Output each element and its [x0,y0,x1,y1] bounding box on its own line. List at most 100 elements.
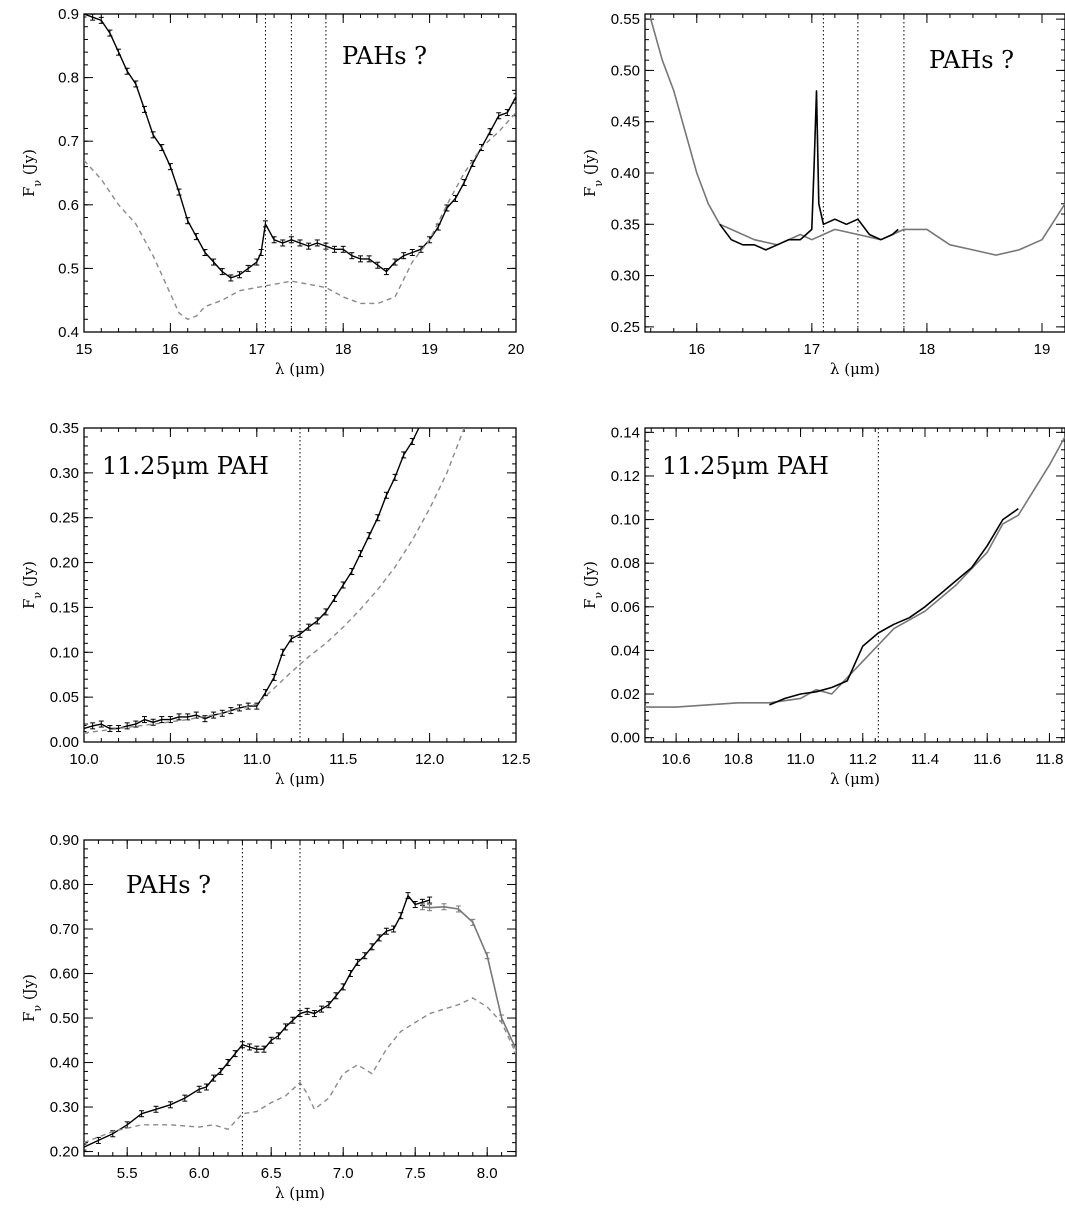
y-tick-label: 0.14 [611,424,640,441]
x-tick-label: 11.5 [329,751,357,768]
x-tick-label: 5.5 [117,1165,138,1182]
y-tick-label: 0.25 [611,319,640,336]
x-tick-label: 18 [335,341,352,358]
series-line-2 [84,428,465,734]
y-tick-label: 0.50 [611,62,640,79]
x-tick-label: 7.0 [333,1165,354,1182]
y-axis-label: Fν (Jy) [20,561,44,609]
x-tick-label: 18 [919,341,936,358]
y-tick-label: 0.60 [50,966,79,983]
y-tick-label: 0.00 [50,734,79,751]
x-tick-label: 17 [248,341,265,358]
x-tick-label: 8.0 [477,1165,498,1182]
y-axis-label-subscript: ν [31,592,44,599]
y-axis-label-subscript: ν [31,1005,44,1012]
y-tick-label: 0.08 [611,555,640,572]
annotation-label: 11.25μm PAH [102,452,269,480]
x-tick-label: 11.0 [243,751,271,768]
y-tick-label: 0.6 [58,197,79,214]
annotation-label: PAHs ? [342,42,427,70]
x-axis-label: λ (μm) [830,770,880,788]
data-layer [84,892,516,1151]
y-axis-label-subscript: ν [31,180,44,187]
x-tick-label: 19 [1034,341,1051,358]
y-tick-label: 0.00 [611,730,640,747]
y-tick-label: 0.04 [611,642,640,659]
y-tick-label: 0.20 [50,1144,79,1161]
x-tick-label: 12.5 [501,751,530,768]
y-tick-label: 0.10 [50,644,79,661]
x-tick-label: 11.4 [911,751,939,768]
data-layer [645,436,1065,708]
data-layer [84,428,465,734]
y-axis-label: Fν (Jy) [581,149,605,197]
y-tick-label: 0.45 [611,114,640,131]
y-tick-label: 0.10 [611,512,640,529]
y-tick-label: 0.30 [50,465,79,482]
data-layer [650,18,1065,256]
y-tick-label: 0.9 [58,6,79,23]
annotation-label: PAHs ? [929,46,1014,74]
y-tick-label: 0.35 [50,420,79,437]
y-tick-label: 0.30 [50,1099,79,1116]
y-tick-label: 0.12 [611,468,640,485]
x-tick-label: 6.0 [189,1165,210,1182]
series-line-3 [84,997,516,1144]
series-line-2 [769,508,1019,706]
chart-panel-3: 10.0 10.5 11.0 11.5 12.0 12.5 0.00 0.05 0.10 0.15… [20,420,531,788]
chart-panel-2: 16 17 18 19 0.25 0.30 0.35 0.40 0.45 0.50 0.55 λ (μ… [581,11,1065,378]
x-tick-label: 17 [804,341,821,358]
x-tick-label: 7.5 [405,1165,426,1182]
x-tick-label: 6.5 [261,1165,282,1182]
data-layer [84,14,516,320]
x-tick-label: 11.2 [849,751,877,768]
x-tick-label: 11.0 [787,751,815,768]
x-tick-label: 15 [76,341,93,358]
y-tick-label: 0.50 [50,1010,79,1027]
x-tick-label: 19 [421,341,438,358]
y-tick-label: 0.25 [50,510,79,527]
x-tick-label: 11.8 [1035,751,1063,768]
y-tick-label: 0.15 [50,599,79,616]
y-tick-label: 0.02 [611,686,640,703]
series-line-1 [84,428,420,730]
y-tick-label: 0.4 [58,324,79,341]
chart-panel-1: 15 16 17 18 19 20 0.4 0.5 0.6 0.7 0.8 0.9 λ (μm) Fν (… [20,6,524,378]
x-axis-label: λ (μm) [275,360,325,378]
x-tick-label: 20 [508,341,525,358]
annotation-label: PAHs ? [126,871,211,899]
x-tick-label: 16 [162,341,179,358]
plot-frame [83,13,517,333]
y-axis-label: Fν (Jy) [20,974,44,1022]
x-tick-label: 10.5 [156,751,185,768]
annotation-label: 11.25μm PAH [662,452,829,480]
y-tick-label: 0.20 [50,555,79,572]
y-axis-label-subscript: ν [592,180,605,187]
y-tick-label: 0.7 [58,133,79,150]
y-axis-label: Fν (Jy) [20,149,44,197]
x-axis-label: λ (μm) [275,770,325,788]
x-tick-label: 10.0 [69,751,98,768]
y-tick-label: 0.70 [50,921,79,938]
series-line-1 [650,18,1065,256]
x-tick-label: 10.6 [662,751,691,768]
y-tick-label: 0.5 [58,260,79,277]
series-line-1 [84,14,516,279]
series-line-1 [84,894,430,1148]
y-tick-label: 0.30 [611,268,640,285]
y-tick-label: 0.06 [611,599,640,616]
y-tick-label: 0.8 [58,70,79,87]
y-tick-label: 0.05 [50,689,79,706]
y-tick-label: 0.90 [50,832,79,849]
series-line-2 [719,90,899,251]
y-axis-label: Fν (Jy) [581,561,605,609]
series-line-2 [422,905,516,1050]
series-line-2 [84,112,516,320]
x-tick-label: 10.8 [724,751,753,768]
chart-panel-4: 10.6 10.8 11.0 11.2 11.4 11.6 11.8 0.00 0.02 0.04… [581,424,1065,788]
plot-frame [644,427,1065,743]
chart-panel-5: 5.5 6.0 6.5 7.0 7.5 8.0 0.20 0.30 0.40 0.50 0.60 0.… [20,832,517,1202]
x-tick-label: 12.0 [415,751,444,768]
x-tick-label: 16 [688,341,705,358]
